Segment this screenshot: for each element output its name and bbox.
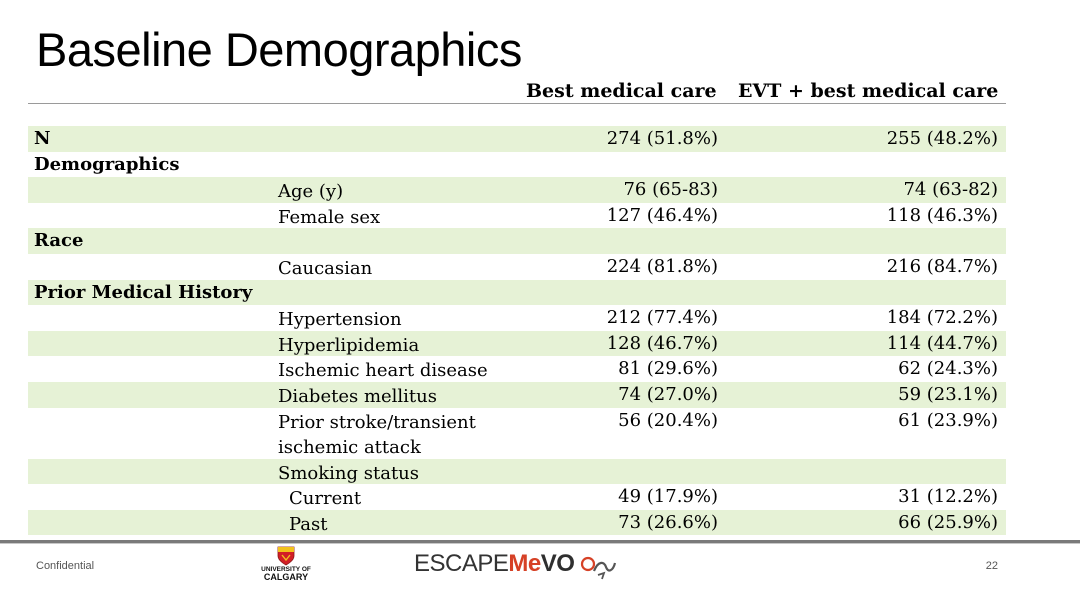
cell-evt-best-medical-care: 62 (24.3%) [898, 358, 998, 380]
footer-divider-light [0, 543, 1080, 544]
university-crest-icon [277, 546, 295, 566]
me-text: Me [508, 550, 541, 577]
footer-divider [0, 540, 1080, 543]
table-row: N 274 (51.8%) 255 (48.2%) [28, 126, 1006, 152]
cell-evt-best-medical-care: 74 (63-82) [903, 179, 998, 201]
cell-evt-best-medical-care: 59 (23.1%) [898, 383, 998, 405]
cell-best-medical-care: 212 (77.4%) [606, 307, 718, 329]
row-section: N [34, 128, 51, 149]
table-row: Prior Medical History [28, 279, 1006, 306]
demographics-table: N 274 (51.8%) 255 (48.2%) Demographics A… [28, 126, 1006, 536]
row-label: Prior stroke/transient ischemic attack [278, 411, 476, 458]
cell-evt-best-medical-care: 31 (12.2%) [898, 486, 998, 508]
cell-best-medical-care: 128 (46.7%) [606, 332, 718, 354]
table-row: Caucasian 224 (81.8%) 216 (84.7%) [28, 254, 1006, 280]
cell-evt-best-medical-care: 66 (25.9%) [898, 511, 998, 533]
row-label: Hypertension [278, 309, 402, 331]
cell-best-medical-care: 73 (26.6%) [618, 511, 718, 533]
table-row: Hyperlipidemia 128 (46.7%) 114 (44.7%) [28, 330, 1006, 357]
table-row: Prior stroke/transient ischemic attack 5… [28, 408, 1006, 459]
cell-best-medical-care: 81 (29.6%) [618, 358, 718, 380]
cell-evt-best-medical-care: 216 (84.7%) [886, 255, 998, 277]
row-label: Diabetes mellitus [278, 385, 437, 407]
table-row: Ischemic heart disease 81 (29.6%) 62 (24… [28, 356, 1006, 382]
row-section: Race [34, 230, 84, 252]
row-label: Past [289, 513, 328, 535]
cell-best-medical-care: 274 (51.8%) [606, 128, 718, 149]
table-row: Past 73 (26.6%) 66 (25.9%) [28, 509, 1006, 536]
row-label: Hyperlipidemia [278, 334, 420, 356]
escape-mevo-logo: ESCAPEMeVO [414, 550, 575, 578]
escape-text: ESCAPE [414, 550, 509, 577]
row-label: Female sex [278, 206, 381, 228]
cell-best-medical-care: 127 (46.4%) [606, 204, 718, 226]
row-label: Current [289, 488, 362, 510]
escape-swirl-icon [580, 556, 617, 580]
cell-best-medical-care: 56 (20.4%) [618, 409, 718, 431]
cell-best-medical-care: 224 (81.8%) [606, 255, 718, 277]
table-row: Female sex 127 (46.4%) 118 (46.3%) [28, 203, 1006, 229]
row-label: Smoking status [278, 462, 420, 484]
cell-best-medical-care: 76 (65-83) [623, 179, 718, 201]
cell-evt-best-medical-care: 61 (23.9%) [898, 409, 998, 431]
table-row: Demographics [28, 152, 1006, 178]
university-line1: UNIVERSITY OF [261, 566, 311, 573]
header-divider [28, 103, 1006, 104]
row-section: Prior Medical History [34, 281, 253, 303]
cell-evt-best-medical-care: 118 (46.3%) [886, 204, 998, 226]
confidential-label: Confidential [36, 560, 95, 572]
cell-evt-best-medical-care: 114 (44.7%) [886, 332, 998, 354]
table-row: Hypertension 212 (77.4%) 184 (72.2%) [28, 305, 1006, 331]
page-number: 22 [985, 560, 998, 572]
slide-title: Baseline Demographics [36, 23, 522, 76]
university-line2: CALGARY [263, 572, 309, 582]
column-header-best-medical-care: Best medical care [526, 80, 717, 102]
cell-evt-best-medical-care: 184 (72.2%) [886, 307, 998, 329]
column-header-evt-best-medical-care: EVT + best medical care [738, 80, 999, 102]
row-label: Caucasian [278, 257, 373, 279]
table-row: Current 49 (17.9%) 31 (12.2%) [28, 484, 1006, 510]
table-row: Race [28, 228, 1006, 254]
university-of-calgary-logo: UNIVERSITY OF CALGARY [258, 546, 314, 588]
row-label: Age (y) [278, 181, 344, 203]
cell-best-medical-care: 49 (17.9%) [618, 486, 718, 508]
table-row: Smoking status [28, 458, 1006, 485]
vo-text: VO [540, 550, 575, 577]
row-label: Ischemic heart disease [278, 360, 488, 382]
table-row: Age (y) 76 (65-83) 74 (63-82) [28, 177, 1006, 203]
row-section: Demographics [34, 153, 180, 175]
table-row: Diabetes mellitus 74 (27.0%) 59 (23.1%) [28, 381, 1006, 408]
cell-evt-best-medical-care: 255 (48.2%) [886, 128, 998, 149]
cell-best-medical-care: 74 (27.0%) [618, 383, 718, 405]
